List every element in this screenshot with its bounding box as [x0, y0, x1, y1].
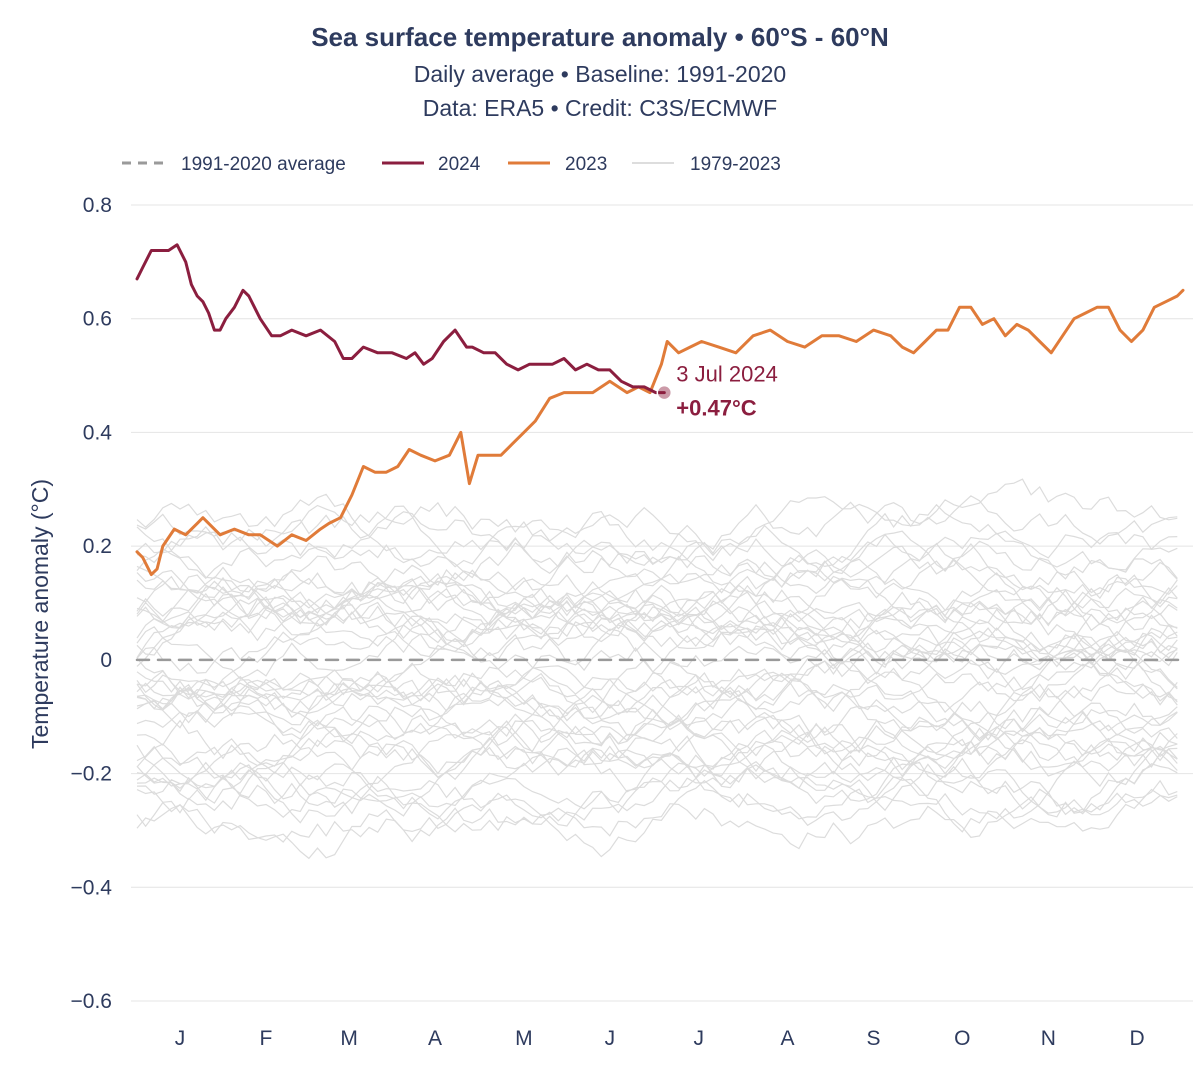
history-line	[136, 766, 1178, 843]
history-line	[136, 617, 1178, 675]
history-line	[136, 558, 1178, 659]
y-tick-label: −0.4	[71, 876, 113, 899]
history-line	[136, 503, 1178, 589]
chart-subtitle-baseline: Daily average • Baseline: 1991-2020	[414, 61, 786, 87]
y-tick-label: −0.2	[71, 763, 112, 786]
annotation-date: 3 Jul 2024	[676, 362, 778, 387]
history-line	[136, 493, 1178, 584]
legend-label-2023: 2023	[565, 154, 607, 175]
legend-label-history: 1979-2023	[690, 154, 781, 175]
legend-item-2024[interactable]: 2024	[382, 154, 481, 175]
legend-item-baseline[interactable]: 1991-2020 average	[122, 154, 346, 175]
history-line	[136, 530, 1178, 619]
y-gridlines	[131, 204, 1193, 1002]
x-tick-label: A	[428, 1027, 442, 1050]
chart-subtitle-credit: Data: ERA5 • Credit: C3S/ECMWF	[423, 95, 777, 121]
history-line	[136, 776, 1178, 860]
history-line	[136, 550, 1178, 663]
y-tick-label: 0.2	[83, 535, 112, 558]
latest-value-highlight: 3 Jul 2024 +0.47°C	[656, 362, 778, 421]
series-line-2024	[135, 243, 666, 395]
legend-item-2023[interactable]: 2023	[508, 154, 607, 175]
history-line	[136, 713, 1178, 790]
y-tick-label: −0.6	[71, 990, 112, 1013]
historical-series-1979-2023	[136, 478, 1178, 860]
history-line	[136, 542, 1178, 623]
y-tick-label: 0.6	[83, 308, 112, 331]
history-line	[136, 572, 1178, 660]
history-line	[136, 584, 1178, 680]
history-line	[136, 654, 1178, 732]
x-tick-label: J	[693, 1027, 704, 1050]
history-line	[136, 628, 1178, 713]
history-line	[136, 673, 1178, 757]
history-line	[136, 638, 1178, 728]
history-line	[136, 725, 1178, 802]
chart-title: Sea surface temperature anomaly • 60°S -…	[311, 22, 889, 52]
history-line	[136, 757, 1178, 850]
latest-value-marker[interactable]	[656, 384, 673, 401]
history-line	[136, 578, 1178, 663]
history-line	[136, 678, 1178, 755]
y-axis-ticks: 0.8 0.6 0.4 0.2 0 −0.2 −0.4 −0.6	[71, 194, 113, 1013]
y-tick-label: 0.4	[83, 421, 113, 444]
history-line	[136, 572, 1178, 634]
x-tick-label: S	[866, 1027, 880, 1050]
history-line	[136, 733, 1178, 804]
x-tick-label: D	[1130, 1027, 1145, 1050]
y-axis-title: Temperature anomaly (°C)	[27, 479, 53, 749]
history-line	[136, 495, 1178, 557]
legend-item-history[interactable]: 1979-2023	[632, 154, 781, 175]
x-tick-label: N	[1041, 1027, 1056, 1050]
history-line	[136, 596, 1178, 674]
history-line	[136, 672, 1178, 770]
y-tick-label: 0	[100, 649, 112, 672]
history-line	[136, 569, 1178, 640]
highlighted-series	[135, 243, 1185, 662]
history-line	[136, 478, 1178, 574]
legend-label-baseline: 1991-2020 average	[181, 154, 346, 175]
x-tick-label: J	[605, 1027, 616, 1050]
history-line	[136, 555, 1178, 617]
history-line	[136, 625, 1178, 745]
x-tick-label: O	[954, 1027, 970, 1050]
x-tick-label: M	[515, 1027, 533, 1050]
legend-label-2024: 2024	[438, 154, 481, 175]
annotation-value: +0.47°C	[676, 396, 756, 421]
x-tick-label: J	[175, 1027, 186, 1050]
x-tick-label: F	[260, 1027, 273, 1050]
history-line	[136, 757, 1178, 833]
y-tick-label: 0.8	[83, 194, 112, 217]
x-tick-label: M	[340, 1027, 358, 1050]
chart-legend: 1991-2020 average 2024 2023 1979-2023	[122, 154, 781, 175]
history-line	[136, 682, 1178, 790]
history-line	[136, 726, 1178, 820]
x-tick-label: A	[781, 1027, 795, 1050]
history-line	[136, 584, 1178, 661]
